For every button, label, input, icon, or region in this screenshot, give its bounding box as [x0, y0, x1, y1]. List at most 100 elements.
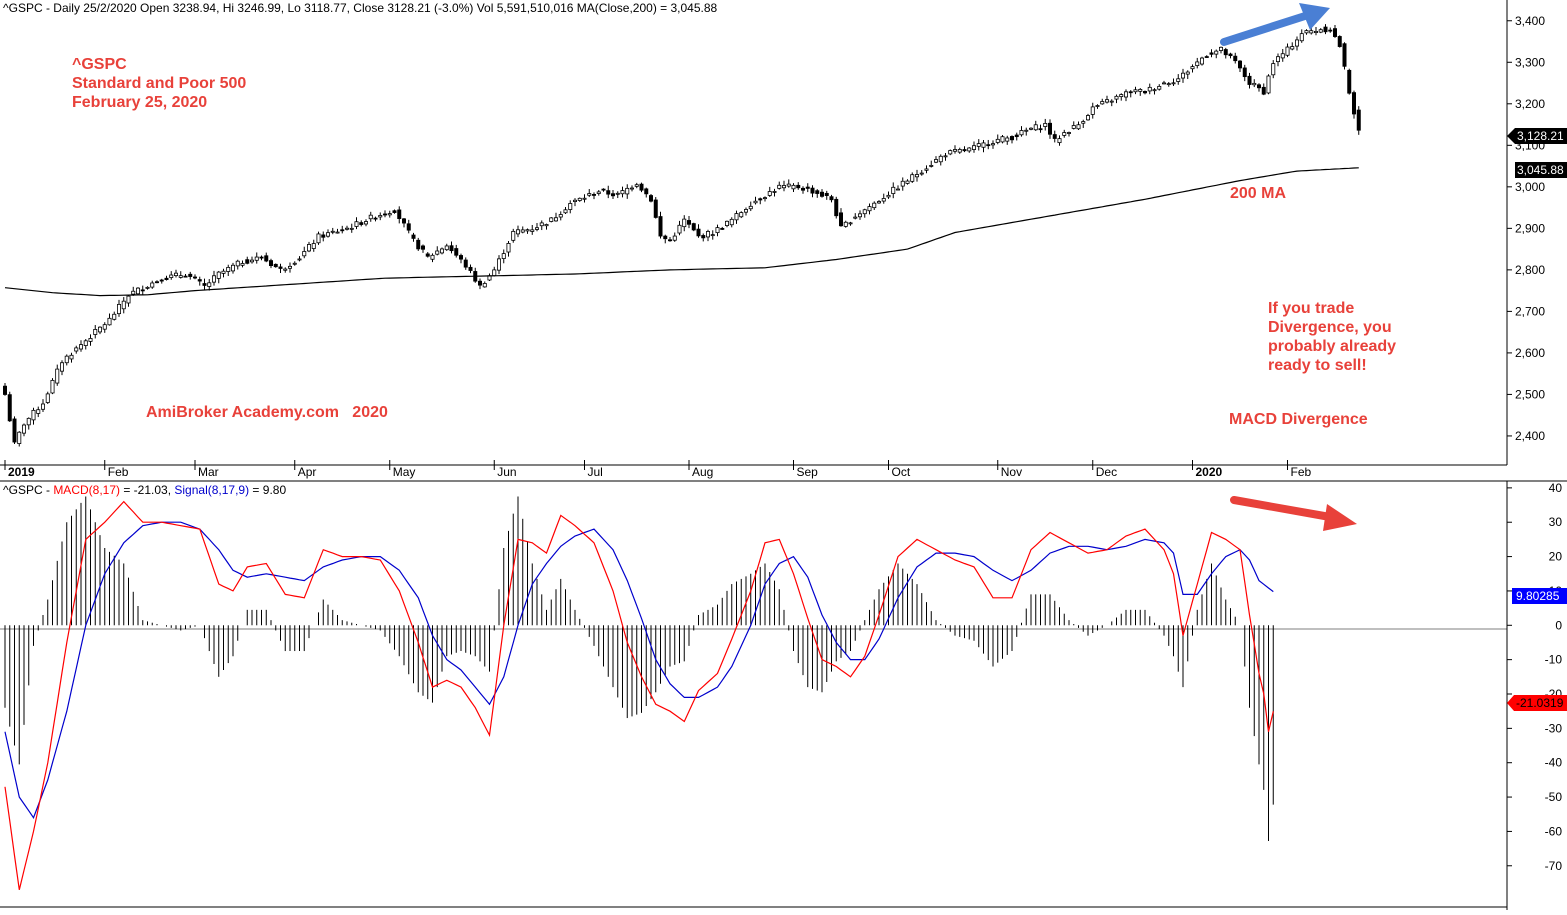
price-y-tick-label: 2,700	[1515, 304, 1545, 318]
price-y-tick-label: 2,500	[1515, 387, 1545, 401]
macd-divergence-label: MACD Divergence	[1229, 411, 1368, 428]
candle-up	[558, 214, 563, 218]
candle-down	[691, 223, 696, 231]
candle-up	[967, 147, 972, 152]
candle-up	[1100, 101, 1105, 105]
macd-y-tick-label: -10	[1545, 653, 1563, 667]
candle-up	[924, 168, 929, 171]
candle-down	[810, 187, 815, 194]
close-price-tag-text: 3,128.21	[1517, 129, 1564, 143]
x-tick-label: Feb	[108, 465, 129, 479]
macd-header-value: = -21.03,	[120, 483, 174, 497]
candle-up	[17, 431, 22, 444]
candle-up	[706, 231, 711, 238]
candle-up	[36, 409, 41, 414]
candle-up	[772, 191, 777, 193]
signal-tag-bg	[1512, 588, 1567, 604]
candle-up	[330, 230, 335, 233]
candle-up	[630, 187, 635, 190]
candle-up	[991, 143, 996, 146]
candle-up	[554, 217, 559, 222]
candle-up	[862, 209, 867, 215]
close-price-tag: 3,128.21	[1507, 128, 1567, 144]
candle-up	[387, 213, 392, 216]
candle-down	[986, 144, 991, 147]
candle-up	[1190, 66, 1195, 70]
candle-up	[1067, 132, 1072, 134]
candle-down	[801, 187, 806, 191]
candle-up	[1119, 94, 1124, 98]
candle-up	[1133, 89, 1138, 93]
candle-up	[843, 221, 848, 227]
candle-down	[268, 260, 273, 266]
candle-down	[815, 190, 820, 194]
candle-up	[1280, 53, 1285, 59]
up-arrow-head	[1299, 3, 1330, 30]
candle-up	[1195, 61, 1200, 67]
candlestick-series	[3, 24, 1361, 447]
price-header: ^GSPC - Daily 25/2/2020 Open 3238.94, Hi…	[3, 1, 718, 15]
candle-up	[568, 203, 573, 210]
candle-up	[1219, 46, 1224, 51]
candle-up	[102, 324, 107, 330]
up-arrow-shaft	[1220, 12, 1309, 46]
candle-up	[1166, 83, 1171, 86]
candle-down	[1323, 26, 1328, 33]
candle-down	[758, 198, 763, 201]
candle-up	[1314, 30, 1319, 33]
candle-down	[7, 394, 12, 422]
x-axis: 2019 Feb Mar Apr May Jun Jul Aug Sep Oct Nov Dec 202…	[4, 460, 1312, 479]
candle-up	[677, 224, 682, 234]
price-y-tick-label: 3,000	[1515, 180, 1545, 194]
candle-up	[1157, 85, 1162, 90]
candle-up	[1318, 29, 1323, 33]
candle-down	[668, 239, 673, 242]
note-line-1: If you trade	[1268, 300, 1354, 317]
x-tick-label: 2019	[8, 465, 35, 479]
candle-up	[777, 184, 782, 189]
candle-up	[625, 187, 630, 195]
candle-up	[1081, 121, 1086, 124]
macd-header-prefix: ^GSPC -	[3, 483, 53, 497]
candle-down	[468, 266, 473, 271]
candle-down	[1342, 43, 1347, 67]
candle-up	[715, 227, 720, 234]
candle-up	[520, 229, 525, 233]
candle-down	[1014, 134, 1019, 138]
price-divergence-arrow	[1220, 3, 1330, 46]
candle-down	[1356, 109, 1361, 131]
candle-up	[287, 265, 292, 269]
down-arrow-shaft	[1230, 496, 1334, 521]
candle-up	[368, 214, 373, 220]
candle-down	[601, 188, 606, 191]
candle-up	[302, 251, 307, 257]
candle-down	[606, 190, 611, 195]
candle-up	[444, 245, 449, 251]
price-y-tick-label: 3,200	[1515, 97, 1545, 111]
candle-up	[511, 230, 516, 241]
candle-up	[891, 186, 896, 194]
candle-up	[853, 216, 858, 219]
candle-up	[782, 185, 787, 189]
candle-up	[786, 183, 791, 187]
note-line-2: Divergence, you	[1268, 319, 1392, 336]
macd-divergence-arrow	[1230, 496, 1357, 531]
candle-down	[701, 235, 706, 239]
candle-up	[1185, 71, 1190, 75]
candle-up	[573, 199, 578, 202]
signal-tag-text: 9.80285	[1516, 589, 1560, 603]
candle-down	[197, 279, 202, 282]
candle-up	[292, 262, 297, 265]
candle-down	[696, 228, 701, 237]
candle-up	[1299, 33, 1304, 42]
candle-up	[943, 155, 948, 158]
candle-down	[259, 256, 264, 259]
candle-up	[74, 347, 79, 352]
x-tick-label: 2020	[1196, 465, 1223, 479]
candle-down	[1010, 136, 1015, 141]
candle-up	[1057, 138, 1062, 144]
candle-down	[1257, 84, 1262, 89]
candle-down	[264, 255, 269, 262]
candle-up	[725, 220, 730, 226]
